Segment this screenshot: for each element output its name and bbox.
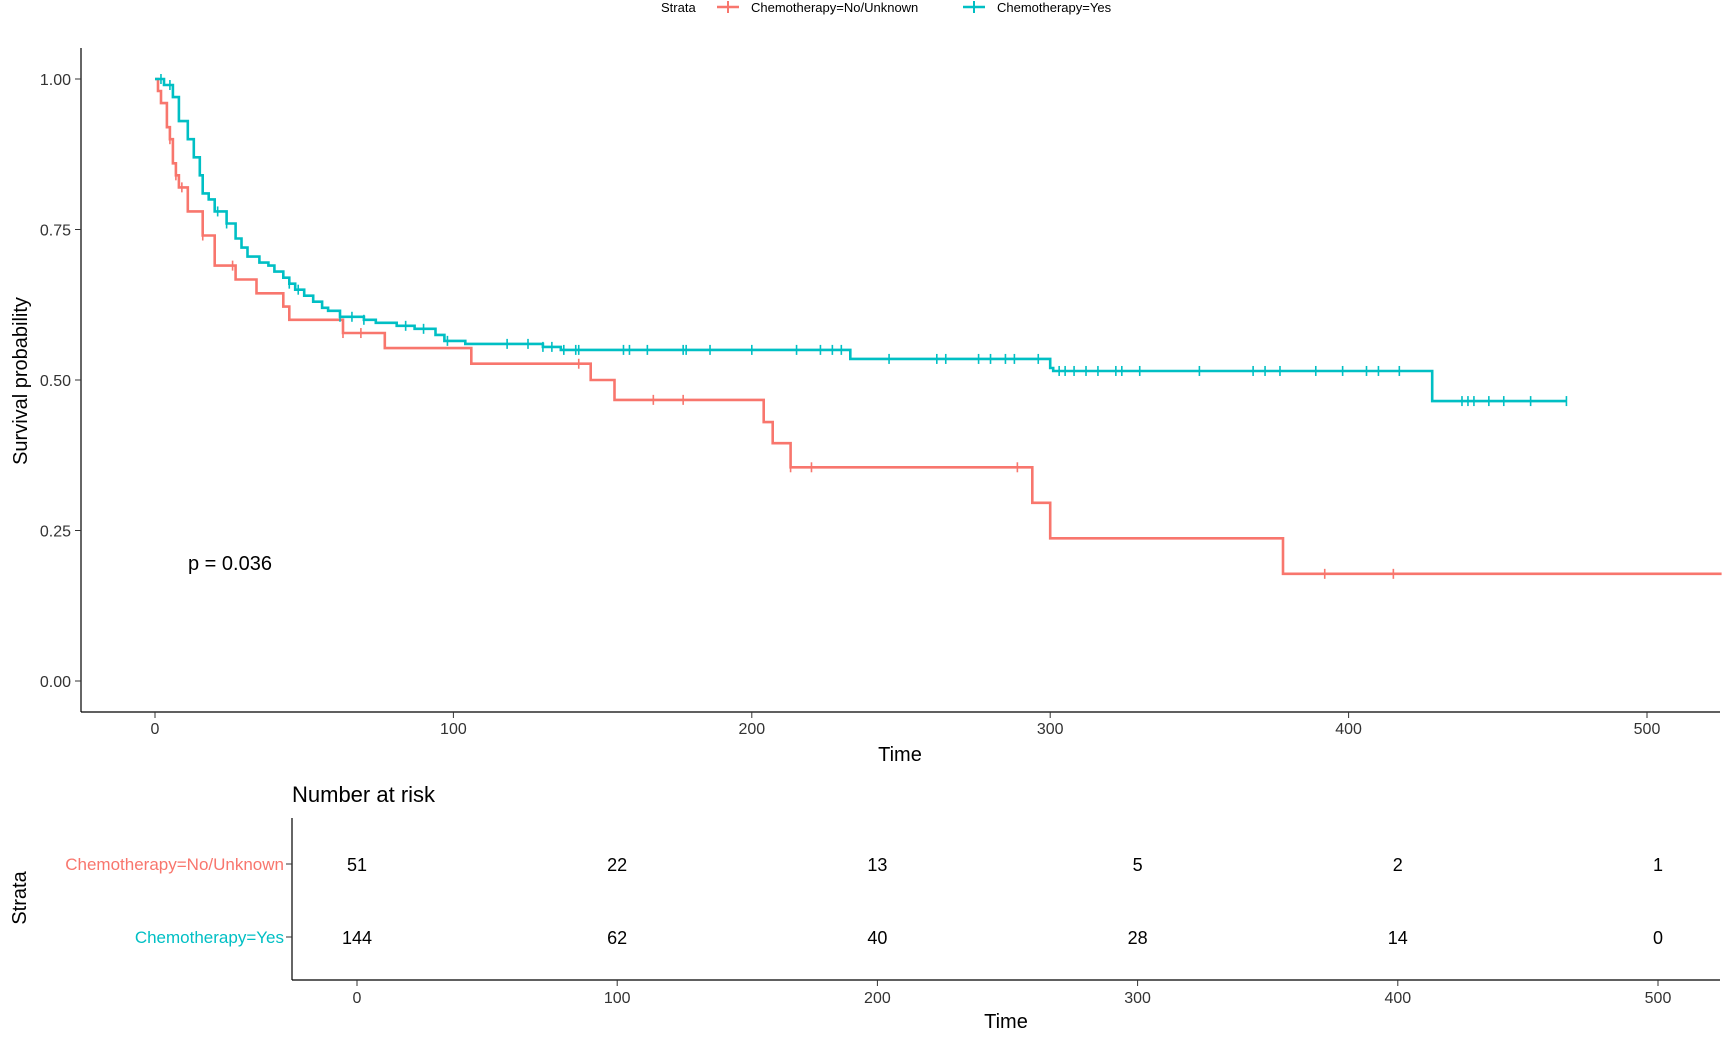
survival-curve-1 [155,77,1567,403]
main-y-ticks: 0.00 0.25 0.50 0.75 1.00 [40,72,81,691]
y-tick-label: 0.50 [40,373,71,390]
legend-label-yes: Chemotherapy=Yes [997,0,1112,15]
risk-count: 22 [607,855,627,875]
risk-x-tick-label: 300 [1124,990,1151,1007]
y-tick-label: 0.00 [40,674,71,691]
risk-count: 1 [1653,855,1663,875]
risk-x-tick-label: 0 [353,990,362,1007]
risk-y-axis-title: Strata [9,870,31,924]
x-tick-label: 0 [151,721,160,738]
risk-count: 62 [607,928,627,948]
risk-count: 2 [1393,855,1403,875]
risk-count: 5 [1133,855,1143,875]
legend: Strata Chemotherapy=No/Unknown Chemother… [661,0,1112,15]
risk-x-axis-title: Time [984,1011,1028,1033]
x-tick-label: 100 [440,721,467,738]
risk-table-title: Number at risk [292,782,436,807]
p-value-annotation: p = 0.036 [188,553,272,575]
legend-label-no-unknown: Chemotherapy=No/Unknown [751,0,918,15]
risk-count: 144 [342,928,372,948]
risk-count: 28 [1128,928,1148,948]
risk-x-tick-label: 100 [604,990,631,1007]
survival-curve-0 [155,77,1722,576]
risk-table: Chemotherapy=No/Unknown 51 22 13 5 2 1 Chemothe… [65,855,1671,1007]
x-tick-label: 500 [1634,721,1661,738]
risk-count: 0 [1653,928,1663,948]
survival-curves [155,74,1722,579]
risk-count: 13 [867,855,887,875]
risk-row-label: Chemotherapy=Yes [135,928,284,947]
risk-count: 40 [867,928,887,948]
risk-x-tick-label: 200 [864,990,891,1007]
y-tick-label: 0.75 [40,223,71,240]
risk-count: 14 [1388,928,1408,948]
x-tick-label: 300 [1037,721,1064,738]
risk-x-tick-label: 500 [1645,990,1672,1007]
legend-title: Strata [661,0,696,15]
y-tick-label: 1.00 [40,72,71,89]
y-tick-label: 0.25 [40,524,71,541]
risk-row-label: Chemotherapy=No/Unknown [65,855,284,874]
main-x-ticks: 0 100 200 300 400 500 [151,712,1661,738]
x-tick-label: 200 [738,721,765,738]
risk-x-tick-label: 400 [1384,990,1411,1007]
risk-count: 51 [347,855,367,875]
x-tick-label: 400 [1335,721,1362,738]
main-x-axis-title: Time [878,744,922,766]
main-y-axis-title: Survival probability [10,297,32,465]
